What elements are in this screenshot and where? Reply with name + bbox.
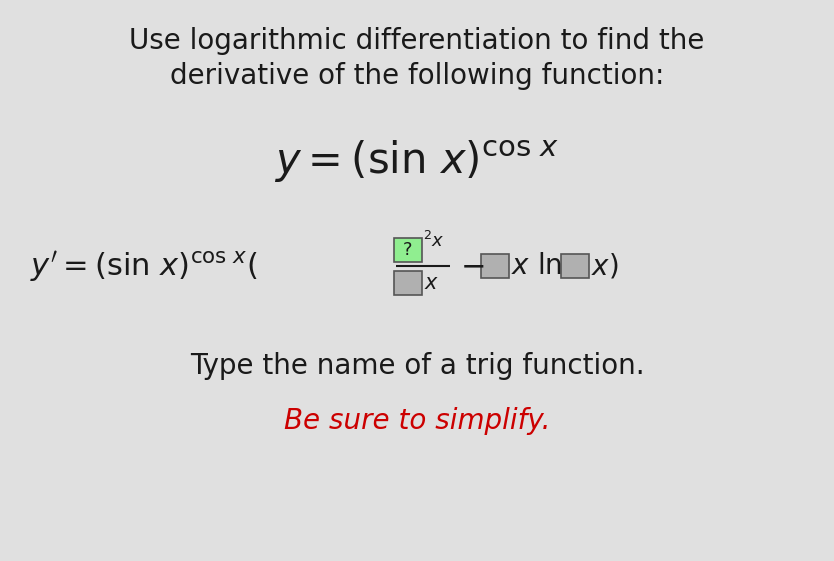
Text: $y' = (\mathrm{sin}\ x)^{\mathrm{cos}\ x}($: $y' = (\mathrm{sin}\ x)^{\mathrm{cos}\ x… xyxy=(30,249,258,283)
Text: Be sure to simplify.: Be sure to simplify. xyxy=(284,407,550,435)
Text: $y = (\mathrm{sin}\ x)^{\mathrm{cos}\ x}$: $y = (\mathrm{sin}\ x)^{\mathrm{cos}\ x}… xyxy=(274,138,560,184)
FancyBboxPatch shape xyxy=(561,254,589,278)
Text: ?: ? xyxy=(404,241,413,259)
Text: $^{2}x$: $^{2}x$ xyxy=(423,231,445,251)
Text: $x)$: $x)$ xyxy=(591,251,619,280)
Text: $x\ \mathrm{ln}$: $x\ \mathrm{ln}$ xyxy=(511,252,562,280)
Text: $-$: $-$ xyxy=(460,251,485,280)
Text: Type the name of a trig function.: Type the name of a trig function. xyxy=(189,352,645,380)
FancyBboxPatch shape xyxy=(394,271,422,295)
FancyBboxPatch shape xyxy=(394,238,422,262)
Text: $x$: $x$ xyxy=(424,273,439,293)
Text: Use logarithmic differentiation to find the: Use logarithmic differentiation to find … xyxy=(129,27,705,55)
FancyBboxPatch shape xyxy=(481,254,509,278)
Text: derivative of the following function:: derivative of the following function: xyxy=(170,62,664,90)
